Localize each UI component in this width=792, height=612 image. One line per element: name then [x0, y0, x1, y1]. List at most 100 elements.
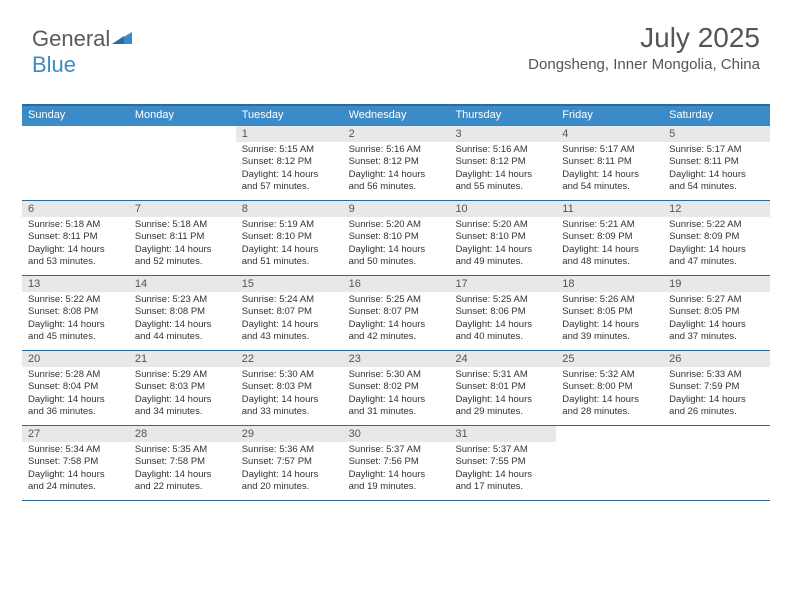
sunrise-text: Sunrise: 5:26 AM	[562, 294, 657, 306]
calendar-cell: 11Sunrise: 5:21 AMSunset: 8:09 PMDayligh…	[556, 201, 663, 275]
cell-body: Sunrise: 5:20 AMSunset: 8:10 PMDaylight:…	[449, 217, 556, 272]
sunrise-text: Sunrise: 5:35 AM	[135, 444, 230, 456]
day-number: 29	[236, 426, 343, 442]
logo: General Blue	[32, 24, 132, 78]
day-number: 14	[129, 276, 236, 292]
calendar-cell: 5Sunrise: 5:17 AMSunset: 8:11 PMDaylight…	[663, 126, 770, 200]
sunrise-text: Sunrise: 5:22 AM	[669, 219, 764, 231]
daylight-text: Daylight: 14 hours and 48 minutes.	[562, 244, 657, 269]
cell-body: Sunrise: 5:30 AMSunset: 8:02 PMDaylight:…	[343, 367, 450, 422]
sunset-text: Sunset: 7:58 PM	[135, 456, 230, 468]
day-number: 20	[22, 351, 129, 367]
daylight-text: Daylight: 14 hours and 36 minutes.	[28, 394, 123, 419]
sunrise-text: Sunrise: 5:25 AM	[455, 294, 550, 306]
cell-body: Sunrise: 5:18 AMSunset: 8:11 PMDaylight:…	[129, 217, 236, 272]
day-number: 13	[22, 276, 129, 292]
calendar-cell: 22Sunrise: 5:30 AMSunset: 8:03 PMDayligh…	[236, 351, 343, 425]
calendar-cell	[556, 426, 663, 500]
sunrise-text: Sunrise: 5:23 AM	[135, 294, 230, 306]
cell-body: Sunrise: 5:22 AMSunset: 8:09 PMDaylight:…	[663, 217, 770, 272]
day-number	[129, 126, 236, 142]
sunrise-text: Sunrise: 5:34 AM	[28, 444, 123, 456]
day-number: 16	[343, 276, 450, 292]
cell-body: Sunrise: 5:31 AMSunset: 8:01 PMDaylight:…	[449, 367, 556, 422]
cell-body: Sunrise: 5:32 AMSunset: 8:00 PMDaylight:…	[556, 367, 663, 422]
cell-body: Sunrise: 5:23 AMSunset: 8:08 PMDaylight:…	[129, 292, 236, 347]
daylight-text: Daylight: 14 hours and 40 minutes.	[455, 319, 550, 344]
sunrise-text: Sunrise: 5:17 AM	[562, 144, 657, 156]
calendar-cell: 21Sunrise: 5:29 AMSunset: 8:03 PMDayligh…	[129, 351, 236, 425]
sunset-text: Sunset: 8:05 PM	[669, 306, 764, 318]
sunset-text: Sunset: 8:07 PM	[242, 306, 337, 318]
sunset-text: Sunset: 8:03 PM	[135, 381, 230, 393]
week-row: 27Sunrise: 5:34 AMSunset: 7:58 PMDayligh…	[22, 426, 770, 501]
logo-text-1: General	[32, 26, 110, 51]
day-number: 24	[449, 351, 556, 367]
day-number	[22, 126, 129, 142]
cell-body: Sunrise: 5:18 AMSunset: 8:11 PMDaylight:…	[22, 217, 129, 272]
daylight-text: Daylight: 14 hours and 19 minutes.	[349, 469, 444, 494]
daylight-text: Daylight: 14 hours and 22 minutes.	[135, 469, 230, 494]
calendar-cell: 6Sunrise: 5:18 AMSunset: 8:11 PMDaylight…	[22, 201, 129, 275]
sunrise-text: Sunrise: 5:30 AM	[242, 369, 337, 381]
calendar-cell: 9 Sunrise: 5:20 AMSunset: 8:10 PMDaylight…	[343, 201, 450, 275]
location: Dongsheng, Inner Mongolia, China	[528, 56, 760, 73]
cell-body: Sunrise: 5:17 AMSunset: 8:11 PMDaylight:…	[556, 142, 663, 197]
sunset-text: Sunset: 7:56 PM	[349, 456, 444, 468]
daylight-text: Daylight: 14 hours and 29 minutes.	[455, 394, 550, 419]
day-header-row: Sunday Monday Tuesday Wednesday Thursday…	[22, 106, 770, 126]
daylight-text: Daylight: 14 hours and 47 minutes.	[669, 244, 764, 269]
sunrise-text: Sunrise: 5:18 AM	[28, 219, 123, 231]
cell-body: Sunrise: 5:30 AMSunset: 8:03 PMDaylight:…	[236, 367, 343, 422]
calendar-cell: 24Sunrise: 5:31 AMSunset: 8:01 PMDayligh…	[449, 351, 556, 425]
day-number: 9	[343, 201, 450, 217]
sunset-text: Sunset: 8:09 PM	[669, 231, 764, 243]
calendar-cell: 17Sunrise: 5:25 AMSunset: 8:06 PMDayligh…	[449, 276, 556, 350]
sunrise-text: Sunrise: 5:29 AM	[135, 369, 230, 381]
cell-body: Sunrise: 5:33 AMSunset: 7:59 PMDaylight:…	[663, 367, 770, 422]
sunset-text: Sunset: 7:57 PM	[242, 456, 337, 468]
week-row: 13Sunrise: 5:22 AMSunset: 8:08 PMDayligh…	[22, 276, 770, 351]
cell-body: Sunrise: 5:15 AMSunset: 8:12 PMDaylight:…	[236, 142, 343, 197]
calendar-cell: 23Sunrise: 5:30 AMSunset: 8:02 PMDayligh…	[343, 351, 450, 425]
calendar-cell: 25Sunrise: 5:32 AMSunset: 8:00 PMDayligh…	[556, 351, 663, 425]
day-number: 28	[129, 426, 236, 442]
sunrise-text: Sunrise: 5:27 AM	[669, 294, 764, 306]
day-number: 25	[556, 351, 663, 367]
sunset-text: Sunset: 8:04 PM	[28, 381, 123, 393]
day-header: Monday	[129, 106, 236, 126]
daylight-text: Daylight: 14 hours and 56 minutes.	[349, 169, 444, 194]
day-header: Sunday	[22, 106, 129, 126]
daylight-text: Daylight: 14 hours and 50 minutes.	[349, 244, 444, 269]
calendar-cell: 2Sunrise: 5:16 AMSunset: 8:12 PMDaylight…	[343, 126, 450, 200]
sunrise-text: Sunrise: 5:25 AM	[349, 294, 444, 306]
cell-body: Sunrise: 5:22 AMSunset: 8:08 PMDaylight:…	[22, 292, 129, 347]
day-number: 12	[663, 201, 770, 217]
sunrise-text: Sunrise: 5:20 AM	[349, 219, 444, 231]
sunset-text: Sunset: 8:00 PM	[562, 381, 657, 393]
day-number: 17	[449, 276, 556, 292]
sunrise-text: Sunrise: 5:17 AM	[669, 144, 764, 156]
calendar-cell: 29Sunrise: 5:36 AMSunset: 7:57 PMDayligh…	[236, 426, 343, 500]
daylight-text: Daylight: 14 hours and 54 minutes.	[562, 169, 657, 194]
daylight-text: Daylight: 14 hours and 45 minutes.	[28, 319, 123, 344]
sunset-text: Sunset: 7:55 PM	[455, 456, 550, 468]
sunset-text: Sunset: 8:12 PM	[242, 156, 337, 168]
daylight-text: Daylight: 14 hours and 24 minutes.	[28, 469, 123, 494]
sunrise-text: Sunrise: 5:22 AM	[28, 294, 123, 306]
daylight-text: Daylight: 14 hours and 43 minutes.	[242, 319, 337, 344]
cell-body: Sunrise: 5:35 AMSunset: 7:58 PMDaylight:…	[129, 442, 236, 497]
cell-body: Sunrise: 5:28 AMSunset: 8:04 PMDaylight:…	[22, 367, 129, 422]
sunrise-text: Sunrise: 5:28 AM	[28, 369, 123, 381]
cell-body: Sunrise: 5:16 AMSunset: 8:12 PMDaylight:…	[449, 142, 556, 197]
sunset-text: Sunset: 8:12 PM	[349, 156, 444, 168]
daylight-text: Daylight: 14 hours and 54 minutes.	[669, 169, 764, 194]
cell-body: Sunrise: 5:37 AMSunset: 7:55 PMDaylight:…	[449, 442, 556, 497]
daylight-text: Daylight: 14 hours and 44 minutes.	[135, 319, 230, 344]
sunset-text: Sunset: 8:10 PM	[349, 231, 444, 243]
sunrise-text: Sunrise: 5:33 AM	[669, 369, 764, 381]
calendar-cell: 1Sunrise: 5:15 AMSunset: 8:12 PMDaylight…	[236, 126, 343, 200]
day-number: 27	[22, 426, 129, 442]
calendar: Sunday Monday Tuesday Wednesday Thursday…	[22, 104, 770, 501]
sunrise-text: Sunrise: 5:21 AM	[562, 219, 657, 231]
